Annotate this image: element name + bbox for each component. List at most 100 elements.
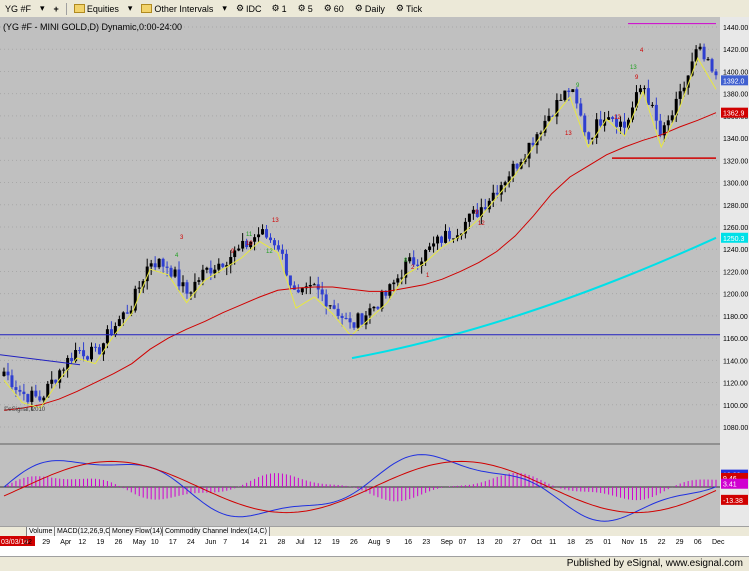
candle-body [531,142,535,146]
other-intervals-label: Other Intervals [154,3,214,14]
candle-body [26,394,30,402]
candle-body [619,121,623,127]
candle-body [276,245,280,250]
candle-body [495,192,499,195]
symbol-label: YG #F [5,3,32,14]
candle-body [352,322,356,328]
setup-count: 3 [180,235,184,241]
date-label: Jul [296,539,305,546]
candle-body [217,263,221,270]
plus-icon[interactable]: + [53,3,59,14]
candle-body [58,370,62,383]
idc-button[interactable]: ⚙ IDC [234,3,264,14]
candle-body [571,89,575,93]
candle-body [161,258,165,267]
interval-1-button[interactable]: ⚙ 1 [269,2,290,15]
candle-body [388,284,392,296]
price-tick-label: 1120.00 [723,381,748,388]
candle-body [50,379,54,384]
candle-body [706,59,710,61]
date-label: 9 [386,539,390,546]
date-label: Dec [712,539,725,546]
candle-body [658,120,662,136]
date-label: 16 [404,539,412,546]
candle-body [376,306,380,309]
price-tick-label: 1160.00 [723,336,748,343]
candle-body [320,289,324,295]
last-price-tag: 1392.0 [723,78,745,85]
candle-body [400,277,404,279]
interval-label: 1 [281,3,287,14]
interval-label: Daily [364,3,385,14]
candle-body [551,115,555,117]
date-label: Sep [440,539,453,546]
folder-icon [141,4,153,13]
interval-daily-button[interactable]: ⚙ Daily [352,2,388,15]
down-arrow-icon[interactable]: ▾ [40,3,45,13]
candle-body [324,294,328,307]
candle-body [384,291,388,296]
candle-body [487,200,491,210]
candle-body [272,240,276,246]
candle-body [698,46,702,50]
equities-label: Equities [86,3,119,14]
candle-body [535,134,539,146]
watermark: ©eSignal, 2010 [4,406,46,413]
interval-tick-button[interactable]: ⚙ Tick [393,2,425,15]
red-moving-average-line [3,112,717,411]
candle-body [567,90,571,93]
date-axis-background [0,536,749,556]
candle-body [257,234,261,238]
candle-body [328,305,332,307]
price-chart[interactable]: 4 3 9 11 13 10 12 9 12 9 13 12 13 4 9 82 1 1440.00 1420.0… [0,17,749,526]
price-tick-label: 1140.00 [723,358,748,365]
grid [0,26,720,428]
candle-body [265,229,269,238]
candle-body [511,163,515,177]
candle-body [467,213,471,222]
candle-body [368,308,372,316]
dropdown-icon[interactable]: ▾ [127,3,133,13]
price-tick-label: 1260.00 [723,225,748,232]
candle-body [670,115,674,121]
price-tick-label: 1420.00 [723,47,748,54]
equities-button[interactable]: Equities [72,4,121,14]
candle-body [702,46,706,60]
cyan-ma-tag: 1250.3 [723,236,745,243]
interval-5-button[interactable]: ⚙ 5 [295,2,316,15]
date-label: Nov [621,539,634,546]
separator [65,2,67,15]
date-label: Apr [60,539,72,546]
candle-body [300,288,304,293]
candle-body [229,257,233,266]
candle-body [607,117,611,120]
candle-body [336,308,340,316]
folder-icon [73,4,85,13]
candle-body [38,396,42,401]
price-tick-label: 1340.00 [723,136,748,143]
symbol-field[interactable]: YG #F [3,4,33,14]
macd-signal-line [3,460,717,514]
date-label: 26 [115,539,123,546]
candle-body [201,269,205,281]
candle-body [6,371,10,376]
candle-body [245,240,249,248]
candle-body [595,119,599,138]
candle-body [137,287,141,289]
setup-counts: 4 3 9 11 13 10 12 9 12 9 13 12 13 4 9 82 1 [175,48,644,279]
candle-body [18,389,22,392]
candle-body [42,397,46,401]
price-tick-label: 1240.00 [723,247,748,254]
setup-count: 10 [246,241,253,247]
macd-line [3,454,717,522]
interval-60-button[interactable]: ⚙ 60 [321,2,347,15]
other-intervals-button[interactable]: Other Intervals [139,4,215,14]
date-label: 24 [187,539,195,546]
price-tick-label: 1220.00 [723,269,748,276]
setup-count: 4 [640,48,644,54]
dropdown-icon[interactable]: ▾ [222,3,227,13]
date-label: 22 [658,539,666,546]
candle-body [432,243,436,247]
date-label: 20 [495,539,503,546]
price-tick-label: 1180.00 [723,314,748,321]
